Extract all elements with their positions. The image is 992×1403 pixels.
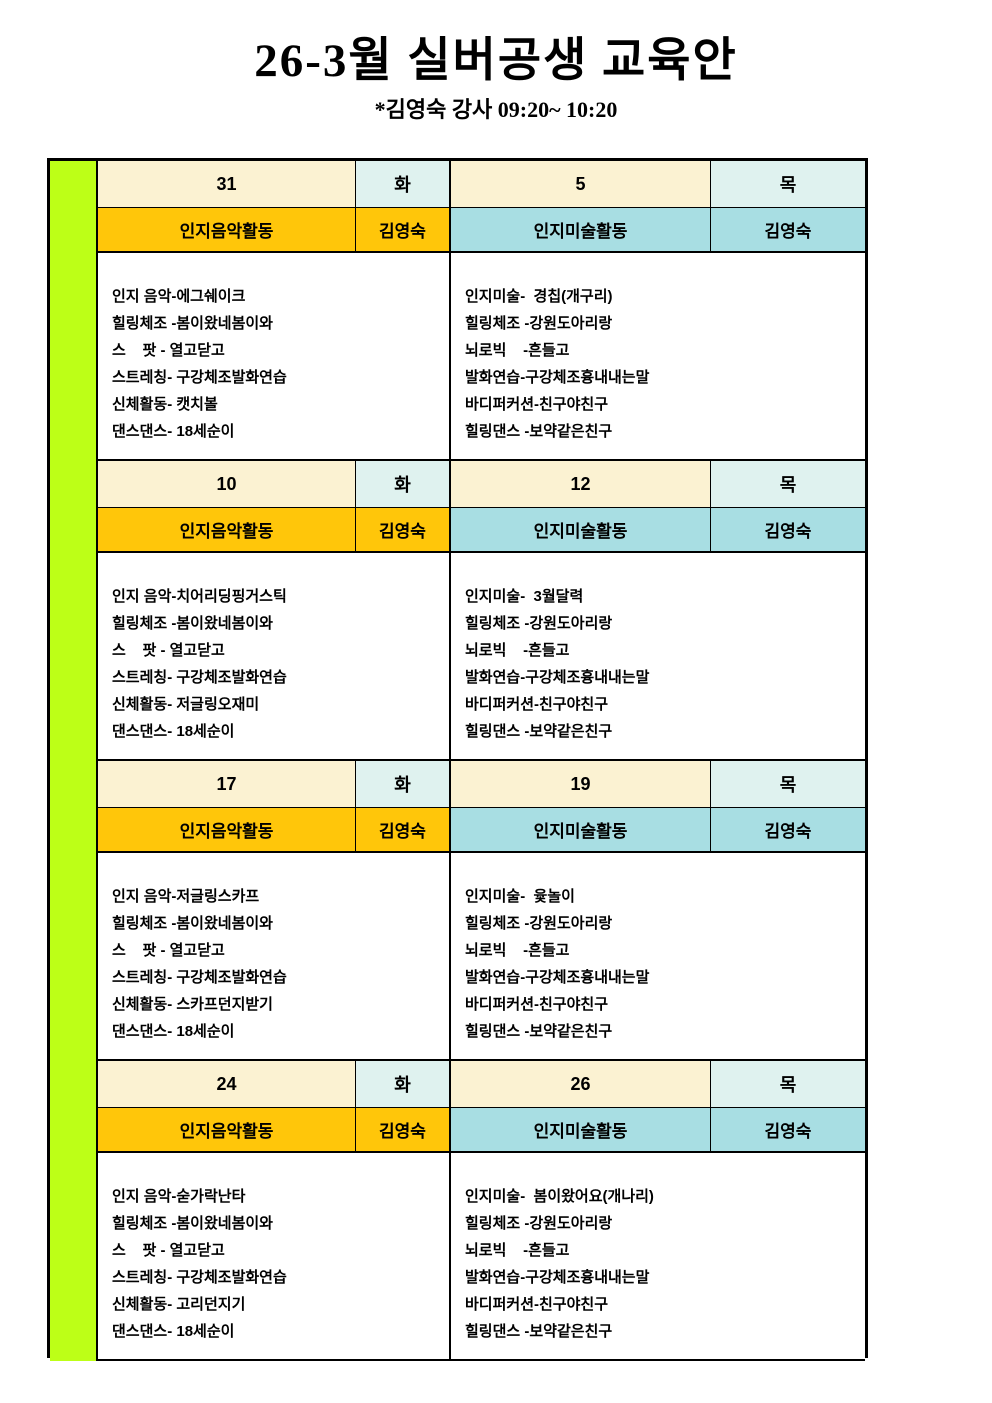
content-line: 신체활동- 스카프던지받기 <box>112 996 273 1013</box>
day-cell: 목 <box>711 161 865 208</box>
date-cell: 19 <box>451 761 711 808</box>
teacher-cell: 김영숙 <box>711 808 865 853</box>
day-cell: 화 <box>356 1061 451 1108</box>
content-line: 인지미술- 윷놀이 <box>465 888 575 905</box>
date-cell: 5 <box>451 161 711 208</box>
content-line: 스 팟 - 열고닫고 <box>112 642 225 659</box>
content-line: 발화연습-구강체조흉내내는말 <box>465 669 650 686</box>
page-title: 26-3월 실버공생 교육안 <box>254 35 738 87</box>
content-line: 바디퍼커션-친구야친구 <box>465 696 608 713</box>
activity-cell-music: 인지음악활동 <box>98 508 356 553</box>
page-subtitle: *김영숙 강사 09:20~ 10:20 <box>374 96 618 122</box>
content-line: 힐링체조 -봄이왔네봄이와 <box>112 615 273 632</box>
day-cell: 화 <box>356 461 451 508</box>
content-line: 힐링체조 -봄이왔네봄이와 <box>112 915 273 932</box>
content-cell-music: 인지 음악-저글링스카프 힐링체조 -봄이왔네봄이와 스 팟 - 열고닫고 스트… <box>98 853 451 1061</box>
content-line: 스 팟 - 열고닫고 <box>112 342 225 359</box>
teacher-cell: 김영숙 <box>356 1108 451 1153</box>
content-line: 스트레칭- 구강체조발화연습 <box>112 369 287 386</box>
content-line: 인지 음악-숟가락난타 <box>112 1188 246 1205</box>
activity-cell-music: 인지음악활동 <box>98 208 356 253</box>
content-cell-music: 인지 음악-에그쉐이크 힐링체조 -봄이왔네봄이와 스 팟 - 열고닫고 스트레… <box>98 253 451 461</box>
content-cell-art: 인지미술- 경칩(개구리) 힐링체조 -강원도아리랑 뇌로빅 -흔들고 발화연습… <box>451 253 865 461</box>
content-line: 발화연습-구강체조흉내내는말 <box>465 369 650 386</box>
content-line: 댄스댄스- 18세순이 <box>112 1323 235 1340</box>
content-cell-art: 인지미술- 봄이왔어요(개나리) 힐링체조 -강원도아리랑 뇌로빅 -흔들고 발… <box>451 1153 865 1361</box>
teacher-cell: 김영숙 <box>356 808 451 853</box>
content-line: 뇌로빅 -흔들고 <box>465 942 570 959</box>
day-cell: 목 <box>711 1061 865 1108</box>
activity-cell-music: 인지음악활동 <box>98 1108 356 1153</box>
teacher-cell: 김영숙 <box>711 1108 865 1153</box>
content-line: 힐링체조 -강원도아리랑 <box>465 1215 613 1232</box>
date-cell: 17 <box>98 761 356 808</box>
content-line: 스트레칭- 구강체조발화연습 <box>112 669 287 686</box>
content-line: 바디퍼커션-친구야친구 <box>465 996 608 1013</box>
content-line: 신체활동- 캣치볼 <box>112 396 218 413</box>
content-line: 댄스댄스- 18세순이 <box>112 423 235 440</box>
content-line: 힐링체조 -강원도아리랑 <box>465 315 613 332</box>
content-cell-art: 인지미술- 3월달력 힐링체조 -강원도아리랑 뇌로빅 -흔들고 발화연습-구강… <box>451 553 865 761</box>
content-line: 힐링댄스 -보약같은친구 <box>465 423 613 440</box>
content-line: 발화연습-구강체조흉내내는말 <box>465 1269 650 1286</box>
content-line: 스트레칭- 구강체조발화연습 <box>112 969 287 986</box>
content-line: 스트레칭- 구강체조발화연습 <box>112 1269 287 1286</box>
activity-cell-music: 인지음악활동 <box>98 808 356 853</box>
date-cell: 12 <box>451 461 711 508</box>
date-cell: 24 <box>98 1061 356 1108</box>
day-cell: 화 <box>356 761 451 808</box>
content-line: 인지 음악-치어리딩핑거스틱 <box>112 588 287 605</box>
content-line: 뇌로빅 -흔들고 <box>465 1242 570 1259</box>
content-line: 스 팟 - 열고닫고 <box>112 942 225 959</box>
day-cell: 화 <box>356 161 451 208</box>
content-line: 바디퍼커션-친구야친구 <box>465 396 608 413</box>
content-line: 뇌로빅 -흔들고 <box>465 642 570 659</box>
content-line: 힐링댄스 -보약같은친구 <box>465 723 613 740</box>
date-cell: 26 <box>451 1061 711 1108</box>
content-cell-music: 인지 음악-치어리딩핑거스틱 힐링체조 -봄이왔네봄이와 스 팟 - 열고닫고 … <box>98 553 451 761</box>
content-line: 뇌로빅 -흔들고 <box>465 342 570 359</box>
content-line: 힐링댄스 -보약같은친구 <box>465 1323 613 1340</box>
content-line: 힐링체조 -강원도아리랑 <box>465 915 613 932</box>
teacher-cell: 김영숙 <box>711 208 865 253</box>
activity-cell-art: 인지미술활동 <box>451 208 711 253</box>
content-line: 댄스댄스- 18세순이 <box>112 723 235 740</box>
date-cell: 31 <box>98 161 356 208</box>
content-line: 인지미술- 경칩(개구리) <box>465 288 613 305</box>
content-line: 댄스댄스- 18세순이 <box>112 1023 235 1040</box>
content-line: 인지미술- 3월달력 <box>465 588 584 605</box>
content-line: 신체활동- 저글링오재미 <box>112 696 260 713</box>
teacher-cell: 김영숙 <box>356 208 451 253</box>
day-cell: 목 <box>711 761 865 808</box>
content-line: 인지미술- 봄이왔어요(개나리) <box>465 1188 654 1205</box>
content-line: 힐링체조 -봄이왔네봄이와 <box>112 1215 273 1232</box>
content-line: 바디퍼커션-친구야친구 <box>465 1296 608 1313</box>
content-line: 스 팟 - 열고닫고 <box>112 1242 225 1259</box>
content-line: 힐링댄스 -보약같은친구 <box>465 1023 613 1040</box>
date-cell: 10 <box>98 461 356 508</box>
content-line: 인지 음악-에그쉐이크 <box>112 288 246 305</box>
left-accent-bar <box>50 161 98 1361</box>
content-line: 힐링체조 -강원도아리랑 <box>465 615 613 632</box>
activity-cell-art: 인지미술활동 <box>451 808 711 853</box>
activity-cell-art: 인지미술활동 <box>451 508 711 553</box>
teacher-cell: 김영숙 <box>711 508 865 553</box>
content-line: 힐링체조 -봄이왔네봄이와 <box>112 315 273 332</box>
activity-cell-art: 인지미술활동 <box>451 1108 711 1153</box>
content-line: 발화연습-구강체조흉내내는말 <box>465 969 650 986</box>
content-line: 인지 음악-저글링스카프 <box>112 888 260 905</box>
content-line: 신체활동- 고리던지기 <box>112 1296 246 1313</box>
teacher-cell: 김영숙 <box>356 508 451 553</box>
content-cell-music: 인지 음악-숟가락난타 힐링체조 -봄이왔네봄이와 스 팟 - 열고닫고 스트레… <box>98 1153 451 1361</box>
day-cell: 목 <box>711 461 865 508</box>
schedule-table: 31 화 5 목 인지음악활동 김영숙 인지미술활동 김영숙 인지 음악-에그쉐… <box>47 158 868 1361</box>
content-cell-art: 인지미술- 윷놀이 힐링체조 -강원도아리랑 뇌로빅 -흔들고 발화연습-구강체… <box>451 853 865 1061</box>
